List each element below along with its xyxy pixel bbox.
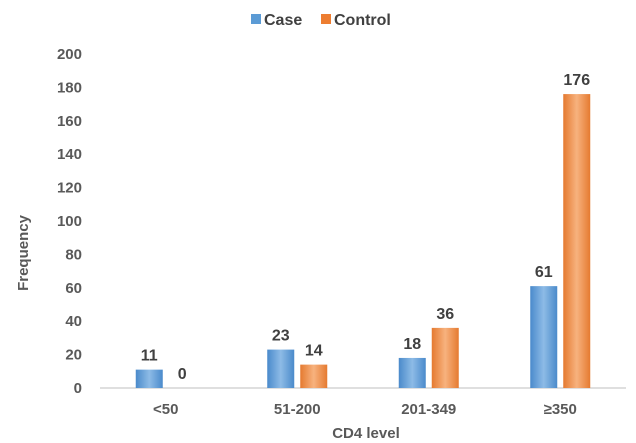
bars: 11 0 23 14 18 36 61 176 <box>135 72 591 388</box>
y-tick-label: 100 <box>57 213 82 230</box>
data-label-control: 36 <box>436 306 454 323</box>
bar-control <box>431 327 459 388</box>
y-tick-label: 200 <box>57 46 82 63</box>
data-label-case: 23 <box>272 328 290 345</box>
y-tick-label: 60 <box>65 280 82 297</box>
bar-control <box>300 364 328 388</box>
bar-case <box>267 349 295 388</box>
bar-control <box>563 94 591 388</box>
x-tick-label: ≥350 <box>544 401 577 418</box>
legend-swatch-case <box>251 14 261 24</box>
y-axis-ticks: 0 20 40 60 80 100 120 140 160 180 200 <box>57 46 82 397</box>
x-tick-label: 51-200 <box>274 401 321 418</box>
legend: Case Control <box>251 12 391 29</box>
legend-label-control: Control <box>334 12 391 29</box>
y-tick-label: 40 <box>65 313 82 330</box>
y-tick-label: 120 <box>57 180 82 197</box>
data-label-control: 176 <box>563 72 590 89</box>
y-tick-label: 0 <box>74 380 82 397</box>
data-label-case: 61 <box>535 264 553 281</box>
x-tick-label: <50 <box>153 401 178 418</box>
y-tick-label: 160 <box>57 113 82 130</box>
bar-case <box>398 357 426 388</box>
y-axis-title: Frequency <box>15 214 32 291</box>
y-tick-label: 20 <box>65 347 82 364</box>
y-tick-label: 180 <box>57 79 82 96</box>
x-tick-label: 201-349 <box>401 401 456 418</box>
y-tick-label: 140 <box>57 146 82 163</box>
legend-swatch-control <box>321 14 331 24</box>
data-label-case: 11 <box>141 348 158 365</box>
data-label-control: 0 <box>178 366 187 383</box>
bar-case <box>530 286 558 388</box>
x-axis-title: CD4 level <box>332 425 400 442</box>
data-label-case: 18 <box>403 336 421 353</box>
x-axis-ticks: <50 51-200 201-349 ≥350 <box>153 401 577 418</box>
data-label-control: 14 <box>305 343 323 360</box>
y-tick-label: 80 <box>65 246 82 263</box>
bar-case <box>135 369 163 388</box>
legend-label-case: Case <box>264 12 302 29</box>
